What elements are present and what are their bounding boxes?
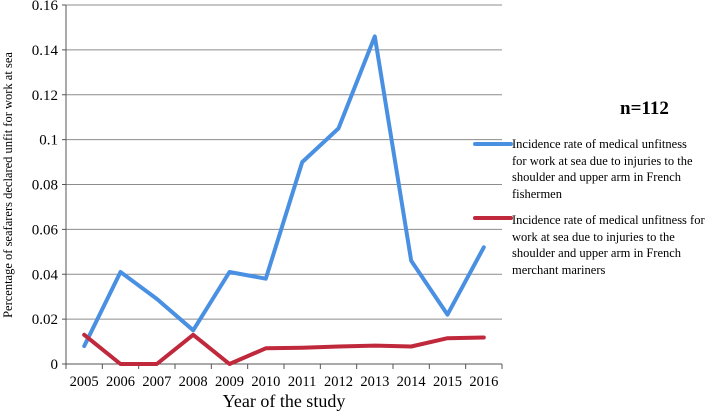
legend-label-fishermen: Incidence rate of medical unfitness for … <box>512 137 693 201</box>
x-tick-label: 2013 <box>360 374 389 390</box>
x-tick-label: 2016 <box>469 374 498 390</box>
y-tick-labels: 0 0.02 0.04 0.06 0.08 0.1 0.12 0.14 0.16 <box>32 0 66 373</box>
x-tick-label: 2007 <box>142 374 171 390</box>
series-line-2 <box>82 332 486 366</box>
y-tick-label: 0.12 <box>32 88 58 104</box>
sample-size-annotation: n=112 <box>620 98 669 119</box>
y-tick-label: 0.1 <box>39 133 58 149</box>
series-lines <box>82 34 486 366</box>
y-tick-label: 0.16 <box>32 0 59 14</box>
x-tick-label: 2012 <box>324 374 353 390</box>
x-tick-label: 2009 <box>215 374 244 390</box>
legend-label-merchant-mariners: Incidence rate of medical unfitness for … <box>512 213 705 277</box>
x-tick-label: 2005 <box>70 374 99 390</box>
legend-swatches <box>473 142 513 220</box>
x-tick-label: 2006 <box>106 374 135 390</box>
y-tick-label: 0 <box>51 357 59 373</box>
y-tick-label: 0.14 <box>32 43 59 59</box>
y-axis-title: Percentage of seafarers declared unfit f… <box>1 52 15 318</box>
y-tick-label: 0.06 <box>32 222 59 238</box>
series-line-1 <box>82 34 486 349</box>
y-tick-label: 0.02 <box>32 312 58 328</box>
grid-lines <box>66 4 502 320</box>
x-tick-label: 2011 <box>288 374 316 390</box>
x-tick-label: 2010 <box>251 374 280 390</box>
x-tick-label: 2015 <box>433 374 462 390</box>
y-tick-label: 0.04 <box>32 267 59 283</box>
x-tick-label: 2014 <box>397 374 427 390</box>
x-axis-title: Year of the study <box>223 391 346 411</box>
x-tick-labels: 2005 2006 2007 2008 2009 2010 2011 2012 2013 2014… <box>65 364 503 390</box>
y-tick-label: 0.08 <box>32 178 58 194</box>
x-tick-label: 2008 <box>179 374 208 390</box>
